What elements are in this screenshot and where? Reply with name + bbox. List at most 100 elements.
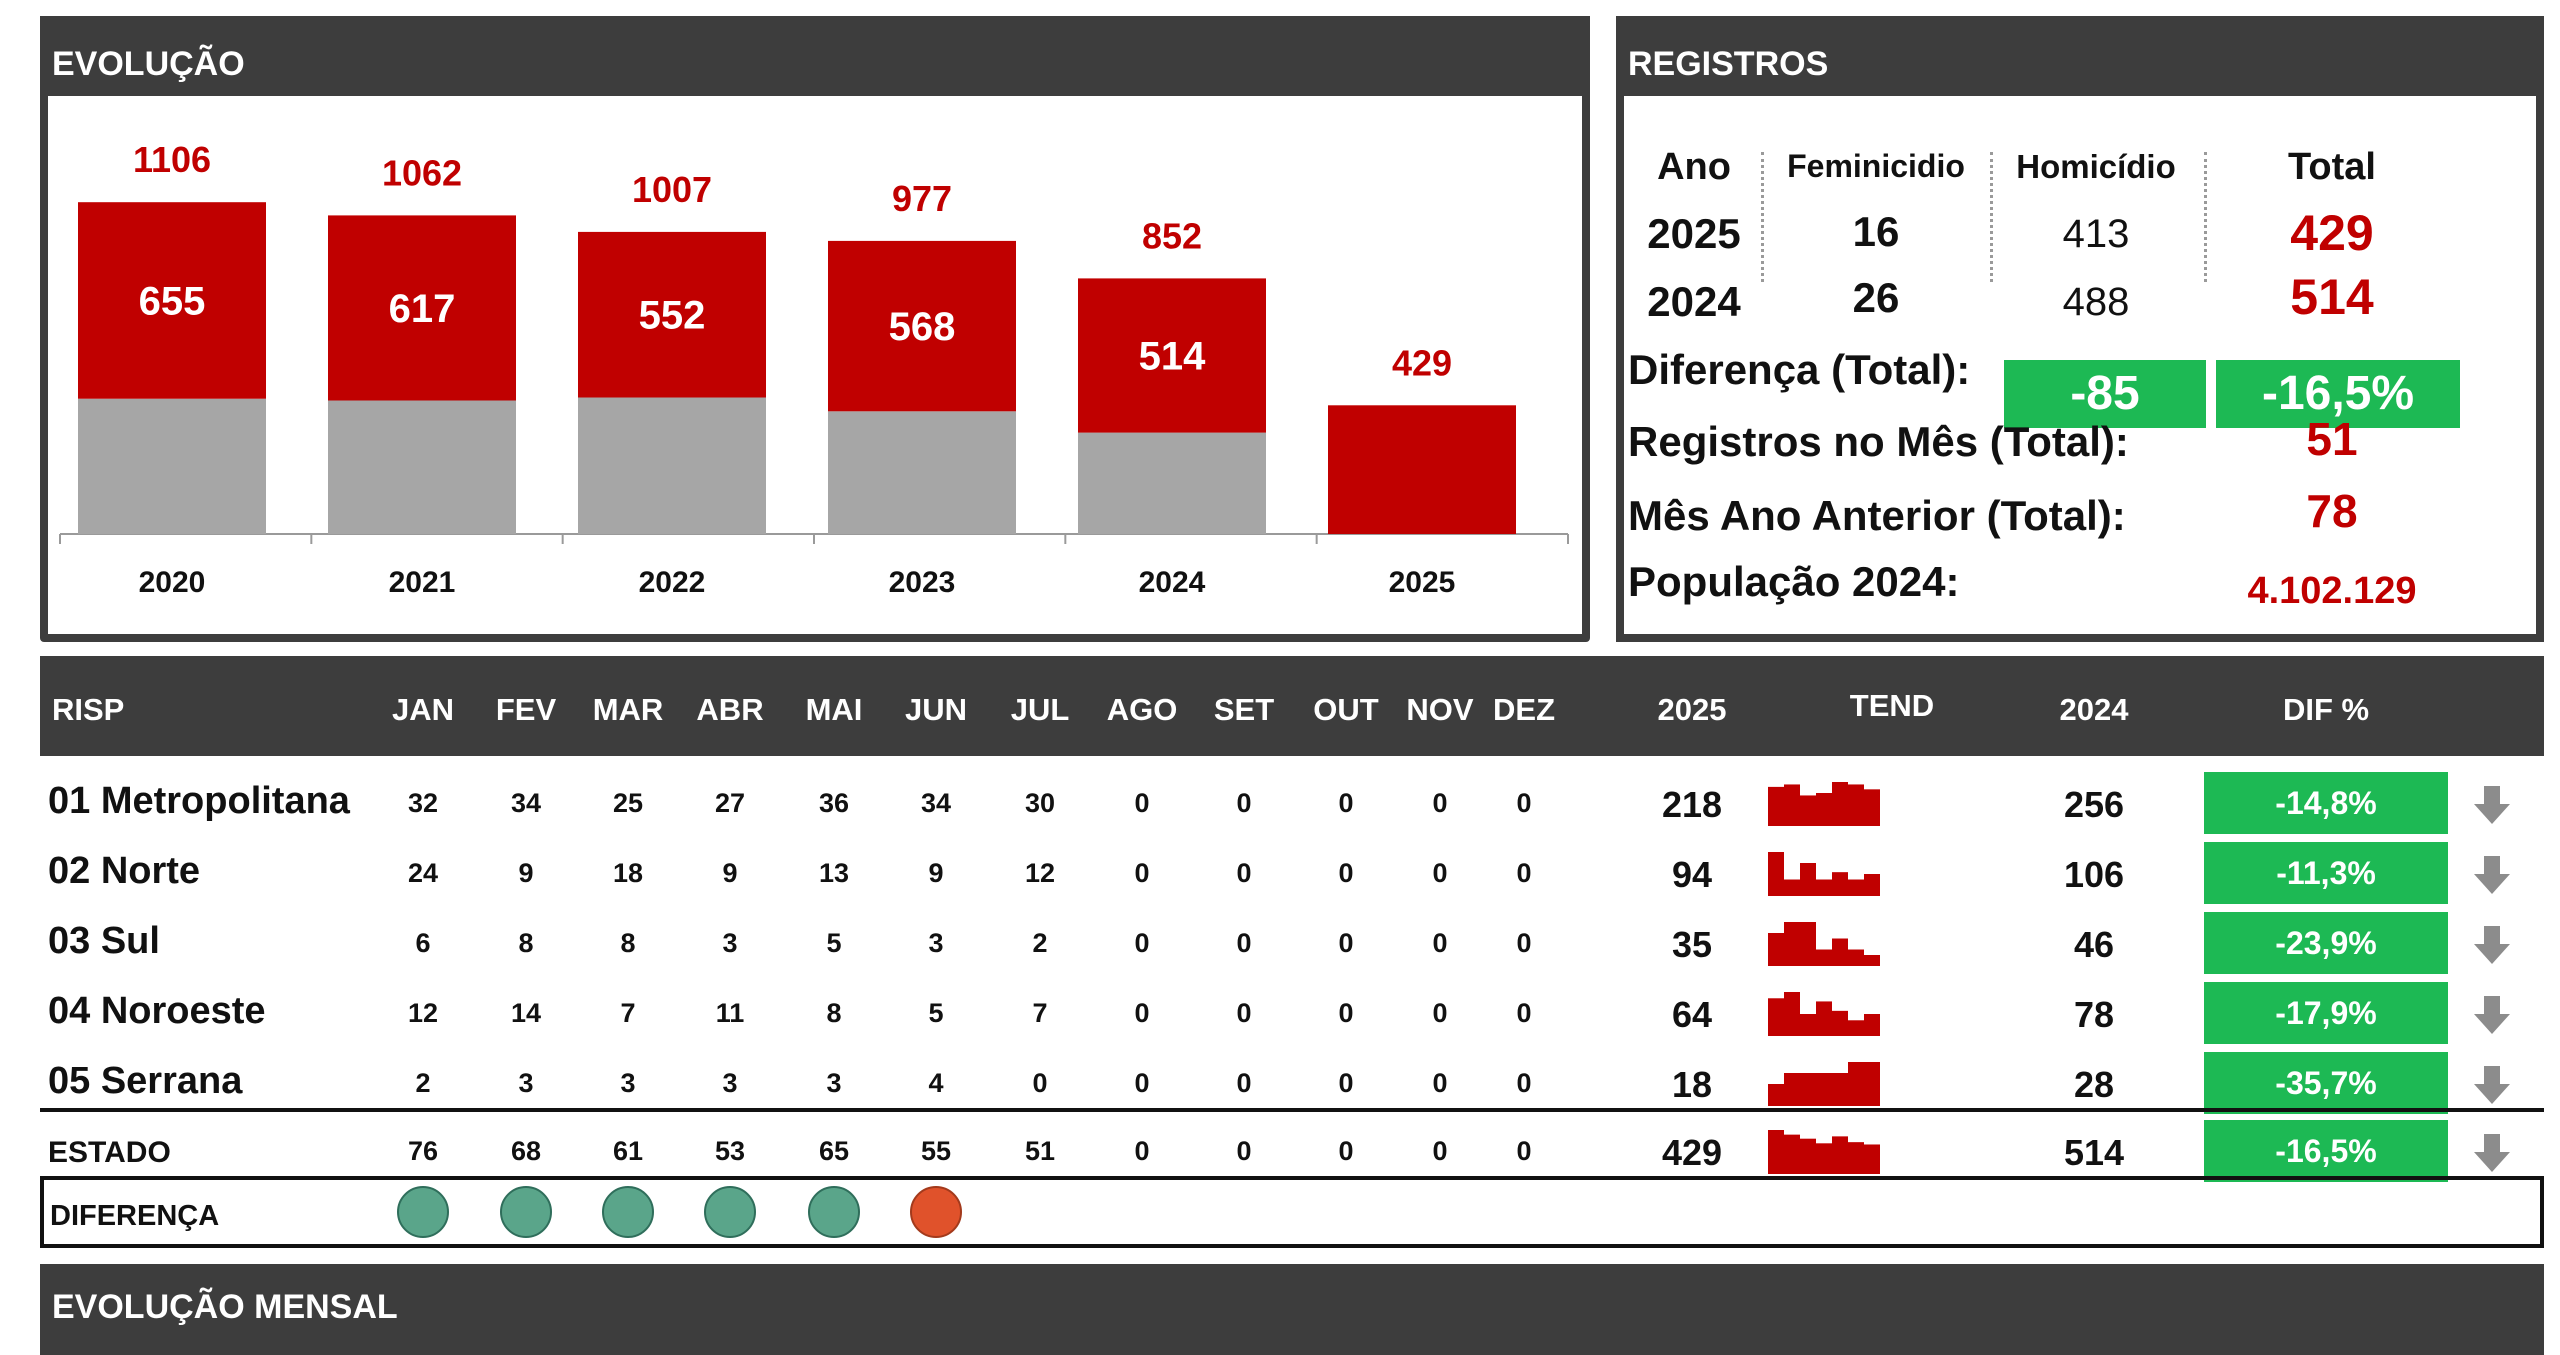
spark-bar [1784, 922, 1800, 966]
separator [1990, 152, 1993, 282]
bar-segment-red [1078, 278, 1266, 433]
total-label: 1106 [133, 139, 211, 180]
month-value: 3 [722, 1068, 738, 1098]
month-value: 0 [1338, 1136, 1354, 1166]
col-nov: NOV [1406, 692, 1474, 727]
trend-sparkline [1768, 992, 1880, 1036]
spark-bar [1800, 922, 1816, 966]
risp-name: 01 Metropolitana [48, 780, 350, 822]
month-value: 30 [1024, 788, 1056, 818]
spark-bar [1864, 789, 1880, 826]
month-value: 0 [1516, 1136, 1532, 1166]
month-value: 5 [928, 998, 944, 1028]
spark-bar [1768, 852, 1784, 896]
registros-mes-label: Registros no Mês (Total): [1628, 418, 2129, 465]
col-mar: MAR [592, 692, 664, 727]
month-value: 0 [1432, 858, 1448, 888]
spark-bar [1832, 872, 1848, 896]
month-value: 32 [407, 788, 439, 818]
row-2024-feminicidio: 26 [1852, 274, 1900, 321]
header-ano: Ano [1657, 146, 1731, 188]
category-label: 2024 [1139, 566, 1206, 599]
total-2025: 218 [1661, 784, 1723, 825]
spark-bar [1800, 1073, 1816, 1106]
spark-bar [1784, 879, 1800, 896]
month-value: 0 [1338, 998, 1354, 1028]
month-value: 18 [612, 858, 644, 888]
total-label: 852 [1142, 215, 1202, 256]
month-value: 55 [920, 1136, 952, 1166]
month-value: 34 [920, 788, 952, 818]
spark-bar [1832, 1010, 1848, 1036]
month-value: 36 [818, 788, 850, 818]
col-risp: RISP [52, 692, 125, 727]
month-value: 68 [510, 1136, 542, 1166]
month-value: 0 [1134, 1068, 1150, 1098]
spark-bar [1768, 1084, 1784, 1106]
arrow-down-icon [2474, 786, 2510, 824]
row-2025-feminicidio: 16 [1852, 208, 1900, 255]
month-value: 0 [1432, 1068, 1448, 1098]
month-value: 27 [714, 788, 746, 818]
month-value: 0 [1516, 928, 1532, 958]
total-2024: 514 [2063, 1132, 2125, 1173]
spark-bar [1816, 1143, 1832, 1174]
month-value: 0 [1432, 998, 1448, 1028]
spark-bar [1768, 786, 1784, 826]
spark-bar [1816, 879, 1832, 896]
table-header: RISP JAN FEV MAR ABR MAI JUN JUL AGO SET… [40, 656, 2544, 756]
month-value: 0 [1236, 928, 1252, 958]
month-value: 24 [407, 858, 439, 888]
diferenca-total-label: Diferença (Total): [1628, 346, 1971, 393]
dif-percent-badge: -35,7% [2204, 1052, 2448, 1114]
col-fev: FEV [495, 692, 557, 727]
header-total: Total [2288, 146, 2376, 188]
row-2024-total: 514 [2290, 269, 2374, 325]
month-value: 53 [714, 1136, 746, 1166]
segment-label: 655 [139, 279, 206, 323]
spark-bar [1864, 1014, 1880, 1036]
registros-header: REGISTROS [1616, 16, 2544, 96]
mes-ano-anterior-label: Mês Ano Anterior (Total): [1628, 492, 2126, 539]
month-value: 0 [1134, 998, 1150, 1028]
spark-bar [1768, 1130, 1784, 1174]
bar-segment-red [1328, 405, 1516, 534]
spark-bar [1816, 793, 1832, 826]
spark-bar [1848, 784, 1864, 826]
total-2024: 28 [2073, 1064, 2115, 1105]
month-value: 25 [612, 788, 644, 818]
month-value: 0 [1236, 1136, 1252, 1166]
month-value: 9 [722, 858, 738, 888]
month-value: 12 [407, 998, 439, 1028]
category-label: 2022 [639, 566, 706, 599]
row-2024-ano: 2024 [1647, 278, 1741, 325]
spark-bar [1784, 992, 1800, 1036]
registros-title: REGISTROS [1628, 45, 1829, 83]
month-value: 0 [1236, 998, 1252, 1028]
row-2024-homicidio: 488 [2062, 280, 2130, 324]
col-set: SET [1213, 692, 1275, 727]
month-value: 0 [1432, 1136, 1448, 1166]
total-label: 429 [1392, 342, 1452, 383]
bar-segment-gray [1078, 432, 1266, 534]
risp-name: 04 Noroeste [48, 990, 266, 1032]
risp-name: ESTADO [48, 1136, 171, 1169]
month-value: 0 [1032, 1068, 1048, 1098]
arrow-down-icon [2474, 1066, 2510, 1104]
bar-segment-gray [578, 397, 766, 534]
risp-name: 03 Sul [48, 920, 160, 962]
month-value: 0 [1516, 788, 1532, 818]
arrow-down-icon [2474, 996, 2510, 1034]
status-dot [602, 1186, 654, 1238]
month-value: 3 [620, 1068, 636, 1098]
spark-bar [1768, 933, 1784, 966]
col-abr: ABR [696, 692, 764, 727]
trend-sparkline [1768, 782, 1880, 826]
month-value: 3 [928, 928, 944, 958]
row-2025-total: 429 [2290, 205, 2374, 261]
month-value: 8 [620, 928, 636, 958]
bar-segment-red [578, 231, 766, 398]
evolucao-chart-area: 655 1106 2020 617 1062 2021 552 1007 2022 568 977 2… [48, 96, 1582, 634]
month-value: 0 [1236, 1068, 1252, 1098]
dif-percent-badge: -11,3% [2204, 842, 2448, 904]
